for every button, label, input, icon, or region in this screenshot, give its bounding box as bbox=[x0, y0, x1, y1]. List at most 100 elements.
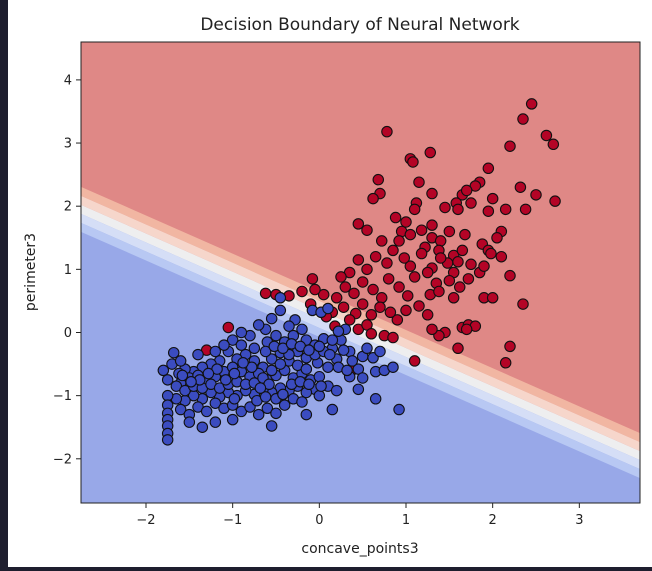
blue-class-point bbox=[346, 355, 359, 367]
red-class-point bbox=[361, 224, 373, 236]
red-class-point bbox=[387, 331, 399, 344]
red-class-point bbox=[443, 225, 456, 238]
red-class-point bbox=[339, 281, 352, 293]
x-axis-label: concave_points3 bbox=[301, 541, 418, 557]
blue-class-point bbox=[315, 380, 327, 392]
red-class-point bbox=[433, 285, 445, 298]
red-class-point bbox=[259, 287, 272, 300]
red-class-point bbox=[407, 156, 419, 168]
red-class-point bbox=[389, 211, 402, 224]
blue-class-point bbox=[185, 376, 197, 388]
blue-class-point bbox=[235, 326, 248, 339]
red-class-point bbox=[504, 269, 516, 282]
blue-class-point bbox=[356, 372, 369, 384]
red-class-point bbox=[486, 192, 499, 205]
red-class-point bbox=[452, 342, 464, 355]
red-class-point bbox=[352, 254, 365, 266]
x-axis-ticks: −2 −1 0 1 2 3 bbox=[136, 503, 583, 528]
blue-class-point bbox=[265, 364, 278, 377]
blue-class-point bbox=[277, 388, 289, 401]
red-class-point bbox=[335, 271, 347, 283]
blue-class-point bbox=[274, 358, 287, 370]
blue-class-point bbox=[337, 344, 350, 356]
red-class-point bbox=[387, 244, 399, 257]
blue-class-point bbox=[352, 383, 365, 396]
red-class-point bbox=[517, 113, 529, 125]
y-tick-label: 3 bbox=[64, 137, 72, 152]
blue-class-point bbox=[278, 399, 291, 411]
blue-class-point bbox=[237, 357, 249, 369]
blue-class-point bbox=[174, 355, 187, 367]
y-axis-label: perimeter3 bbox=[23, 233, 39, 311]
red-class-point bbox=[374, 301, 386, 313]
red-class-point bbox=[525, 98, 538, 110]
blue-class-point bbox=[300, 363, 313, 375]
blue-class-point bbox=[228, 367, 241, 380]
red-class-point bbox=[514, 181, 527, 193]
red-class-point bbox=[426, 323, 438, 336]
blue-class-point bbox=[332, 325, 345, 337]
blue-class-point bbox=[303, 344, 315, 356]
red-class-point bbox=[456, 244, 469, 257]
red-class-point bbox=[462, 273, 475, 285]
blue-class-point bbox=[300, 408, 313, 421]
probability-band bbox=[81, 222, 640, 479]
blue-class-point bbox=[219, 374, 232, 386]
x-tick-label: 1 bbox=[402, 513, 410, 528]
red-class-point bbox=[478, 260, 490, 272]
data-points bbox=[157, 98, 561, 446]
red-class-point bbox=[547, 138, 560, 151]
red-class-point bbox=[499, 203, 512, 216]
blue-class-point bbox=[161, 389, 174, 402]
red-class-point bbox=[372, 173, 385, 186]
red-class-point bbox=[367, 283, 379, 296]
red-class-point bbox=[382, 273, 395, 285]
red-class-point bbox=[369, 250, 382, 263]
red-class-point bbox=[415, 247, 428, 260]
red-class-point bbox=[375, 235, 388, 247]
red-class-point bbox=[375, 292, 388, 304]
blue-class-point bbox=[174, 403, 187, 416]
blue-class-point bbox=[265, 312, 278, 325]
red-class-point bbox=[421, 309, 434, 321]
red-class-point bbox=[434, 252, 447, 264]
red-class-point bbox=[434, 235, 447, 247]
red-class-point bbox=[453, 281, 466, 293]
blue-class-point bbox=[270, 329, 282, 342]
y-axis-ticks: −2 −1 0 1 2 3 4 bbox=[53, 73, 81, 467]
blue-class-point bbox=[393, 403, 405, 416]
red-class-point bbox=[391, 314, 404, 326]
x-tick-label: 3 bbox=[575, 513, 583, 528]
blue-class-point bbox=[167, 346, 180, 359]
red-class-point bbox=[296, 285, 308, 298]
blue-class-point bbox=[303, 378, 315, 391]
blue-class-point bbox=[265, 420, 278, 432]
blue-class-point bbox=[313, 370, 326, 383]
blue-class-point bbox=[322, 361, 334, 373]
red-class-point bbox=[393, 281, 405, 293]
red-class-point bbox=[421, 266, 434, 279]
x-tick-label: −1 bbox=[223, 513, 242, 528]
red-class-point bbox=[400, 304, 412, 317]
y-tick-label: −2 bbox=[53, 452, 72, 467]
y-tick-label: 1 bbox=[64, 263, 72, 278]
red-class-point bbox=[365, 328, 378, 340]
blue-class-point bbox=[226, 334, 239, 346]
blue-class-point bbox=[209, 345, 222, 358]
red-class-point bbox=[413, 176, 425, 188]
blue-class-point bbox=[265, 353, 278, 365]
red-class-point bbox=[459, 228, 471, 241]
blue-class-point bbox=[209, 397, 222, 409]
blue-class-point bbox=[322, 302, 334, 315]
red-class-point bbox=[452, 256, 464, 268]
blue-class-point bbox=[200, 405, 213, 418]
blue-class-point bbox=[259, 345, 272, 358]
red-class-point bbox=[361, 263, 373, 276]
red-class-point bbox=[404, 228, 417, 241]
blue-class-point bbox=[313, 389, 326, 402]
blue-class-point bbox=[374, 345, 386, 358]
blue-class-point bbox=[387, 361, 399, 373]
red-class-point bbox=[517, 298, 529, 310]
x-tick-label: −2 bbox=[136, 513, 155, 528]
red-class-point bbox=[365, 309, 378, 321]
